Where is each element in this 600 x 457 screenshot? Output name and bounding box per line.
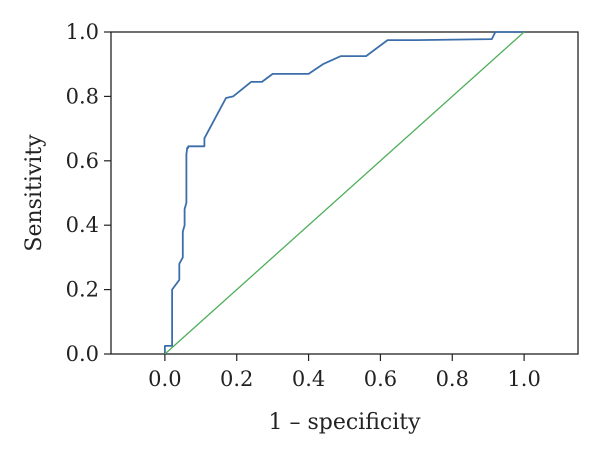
x-axis-title: 1 – specificity [268, 410, 421, 435]
roc-curve-line [163, 31, 525, 354]
x-tick-label: 0.4 [292, 367, 325, 391]
x-tick-label: 0.2 [220, 367, 253, 391]
y-tick-label: 0.6 [66, 149, 99, 173]
plot-frame [110, 31, 579, 355]
x-tick-label: 0.0 [148, 367, 181, 391]
series-layer [163, 31, 525, 355]
x-tick-label: 0.6 [364, 367, 397, 391]
reference-diagonal-line [164, 31, 525, 355]
x-tick-label: 0.8 [436, 367, 469, 391]
x-tick-label: 1.0 [507, 367, 540, 391]
y-tick-label: 0.0 [66, 342, 99, 366]
tick-layer: 0.0 0.2 0.4 0.6 0.8 1.0 0.0 0.2 0.4 0.6 0.8 1.0 [66, 20, 541, 391]
y-tick-label: 1.0 [66, 20, 99, 44]
y-tick-label: 0.4 [66, 213, 99, 237]
y-tick-label: 0.8 [66, 84, 99, 108]
y-tick-label: 0.2 [66, 278, 99, 302]
y-axis-title: Sensitivity [22, 134, 47, 252]
